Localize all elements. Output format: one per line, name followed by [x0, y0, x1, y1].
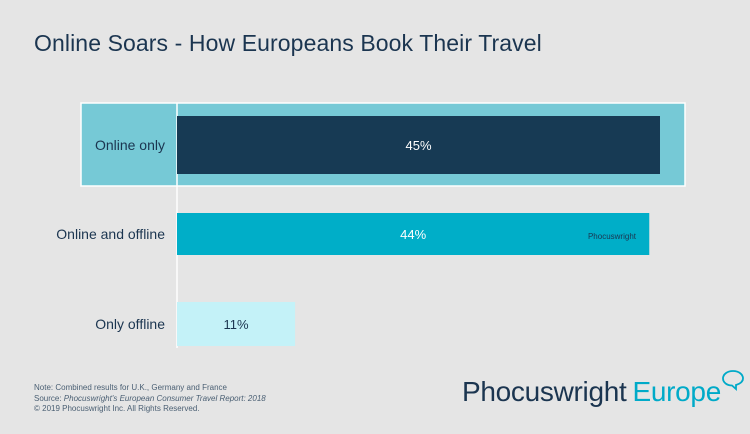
watermark-text: Phocuswright	[588, 232, 637, 241]
speech-bubble-icon	[722, 370, 744, 391]
bar-1	[177, 116, 660, 174]
category-label-2: Online and offline	[56, 226, 165, 242]
logo-brand: Phocuswright	[462, 376, 627, 407]
category-label-3: Only offline	[95, 316, 165, 332]
value-label-2: 44%	[400, 227, 426, 242]
logo-region: Europe	[632, 376, 721, 407]
bar-2	[177, 213, 650, 255]
source-title: Phocuswright's European Consumer Travel …	[63, 393, 266, 403]
chart-title: Online Soars - How Europeans Book Their …	[34, 30, 542, 56]
category-label-1: Online only	[95, 137, 165, 153]
source-prefix: Source:	[34, 393, 64, 403]
copyright-line: © 2019 Phocuswright Inc. All Rights Rese…	[34, 404, 200, 413]
value-label-1: 45%	[405, 138, 431, 153]
value-label-3: 11%	[224, 317, 249, 332]
phocuswright-europe-logo: Phocuswright Europe	[462, 370, 744, 408]
bar-3	[177, 302, 296, 346]
source-line: Source: Phocuswright's European Consumer…	[34, 394, 266, 405]
footnote: Note: Combined results for U.K., Germany…	[34, 383, 266, 415]
note-line: Note: Combined results for U.K., Germany…	[34, 383, 227, 392]
